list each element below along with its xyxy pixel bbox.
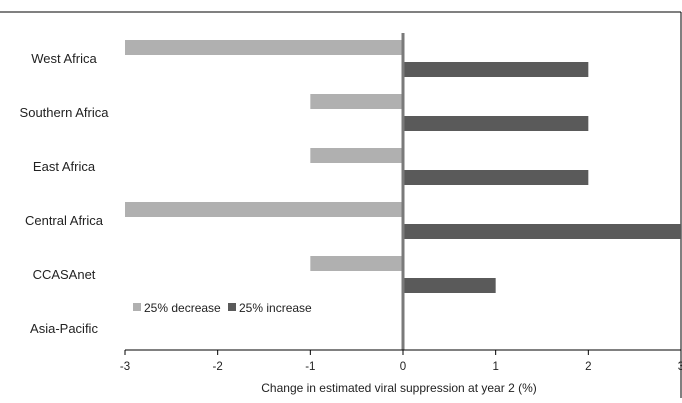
x-axis-title: Change in estimated viral suppression at… xyxy=(261,381,536,395)
x-tick-label: 3 xyxy=(678,361,682,373)
category-label: Southern Africa xyxy=(20,105,110,120)
bar-decrease-ccasanet xyxy=(310,256,403,271)
legend-label-decrease: 25% decrease xyxy=(144,301,221,315)
legend-label-increase: 25% increase xyxy=(239,301,312,315)
bar-increase-southern-africa xyxy=(403,116,589,131)
bar-increase-ccasanet xyxy=(403,278,496,293)
chart-frame xyxy=(0,11,682,398)
bars-group xyxy=(125,33,681,350)
bar-decrease-east-africa xyxy=(310,148,403,163)
x-tick-label: 1 xyxy=(492,361,498,373)
category-labels: West Africa Southern Africa East Africa Cen… xyxy=(20,51,110,336)
x-tick-label: -2 xyxy=(213,361,223,373)
category-label: West Africa xyxy=(31,51,97,66)
bar-increase-west-africa xyxy=(403,62,589,77)
category-label: CCASAnet xyxy=(33,267,96,282)
x-tick-label: -1 xyxy=(305,361,315,373)
bar-increase-east-africa xyxy=(403,170,589,185)
bar-decrease-west-africa xyxy=(125,40,403,55)
legend-swatch-decrease xyxy=(133,303,141,311)
x-tick-label: -3 xyxy=(120,361,130,373)
bar-increase-central-africa xyxy=(403,224,681,239)
x-tick-label: 2 xyxy=(585,361,591,373)
category-label: East Africa xyxy=(33,159,96,174)
bar-decrease-southern-africa xyxy=(310,94,403,109)
legend: 25% decrease 25% increase xyxy=(133,301,312,315)
category-label: Central Africa xyxy=(25,213,104,228)
legend-swatch-increase xyxy=(228,303,236,311)
x-tick-label: 0 xyxy=(400,361,406,373)
category-label: Asia-Pacific xyxy=(30,321,98,336)
bar-decrease-central-africa xyxy=(125,202,403,217)
x-axis-ticks: -3 -2 -1 0 1 2 3 xyxy=(120,349,682,373)
